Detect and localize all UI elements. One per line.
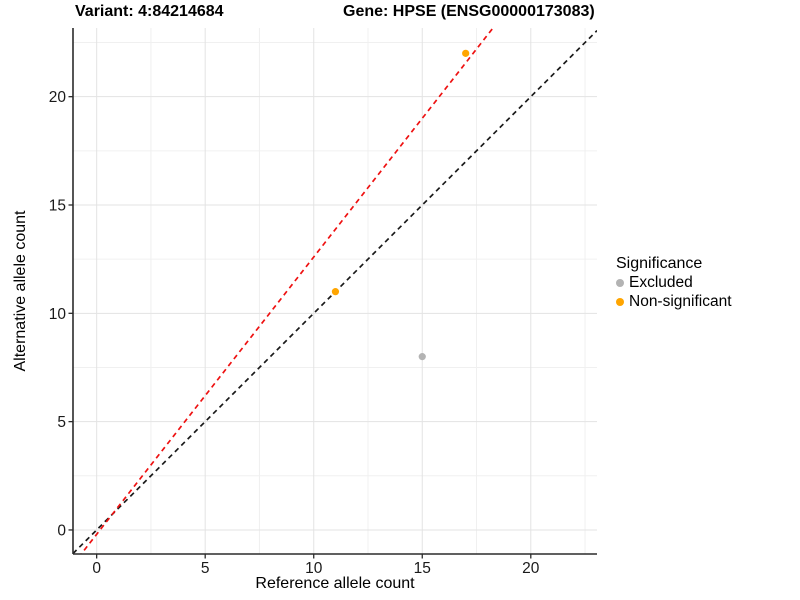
x-tick-label: 15 [414,560,431,577]
x-tick-label: 10 [305,560,323,577]
legend-item-non-significant: Non-significant [616,293,732,312]
y-axis-label: Alternative allele count [12,210,29,372]
y-tick-label: 5 [57,414,66,431]
gene-title: Gene: HPSE (ENSG00000173083) [343,3,595,20]
legend-item-label: Non-significant [629,292,732,310]
non-significant-dot-icon [616,297,624,306]
x-axis-label: Reference allele count [255,575,415,592]
excluded-point [418,353,426,361]
y-tick-label: 15 [49,197,66,214]
legend-title: Significance [616,255,703,272]
x-tick-label: 5 [201,560,210,577]
allelic-ratio-reference-line [80,28,495,554]
variant-title: Variant: 4:84214684 [75,3,224,20]
x-tick-label: 20 [522,560,540,577]
y-tick-label: 10 [49,306,67,323]
legend: Significance Excluded Non-significant [616,254,732,311]
legend-item-excluded: Excluded [616,274,732,293]
excluded-dot-icon [616,279,624,288]
non-significant-point [331,288,340,296]
y-tick-label: 20 [49,89,67,106]
x-tick-label: 0 [92,560,101,577]
non-significant-point [462,49,470,57]
y-tick-label: 0 [57,522,66,539]
legend-item-label: Excluded [629,274,693,292]
